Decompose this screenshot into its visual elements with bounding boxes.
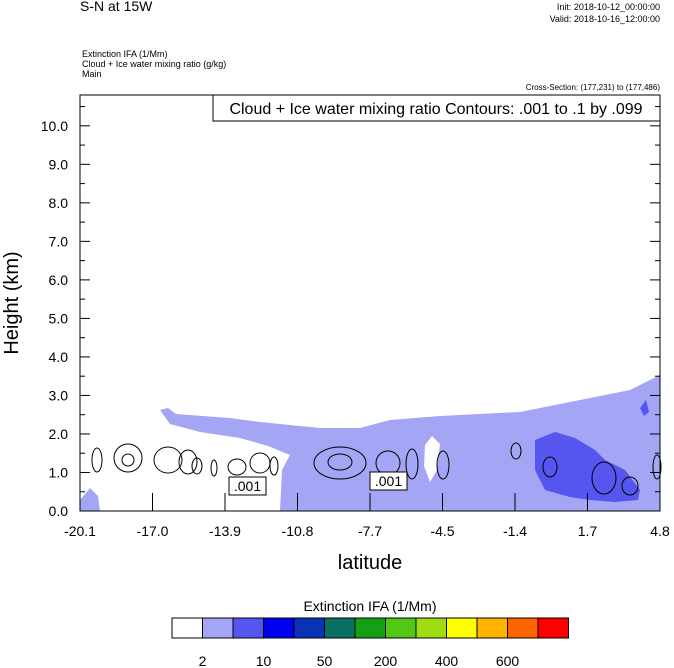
contour-info: Cloud + Ice water mixing ratio Contours:… [229,101,642,118]
contour [621,476,639,496]
x-tick-label: -13.9 [209,523,241,539]
colorbar-label: 10 [256,653,272,668]
colorbar-label: 50 [317,653,333,668]
contour [591,461,617,495]
x-tick-label: -7.7 [358,523,382,539]
extinction-region-medium [535,432,640,502]
colorbar-swatch [446,617,478,639]
colorbar-swatch [507,617,539,639]
plot-title: S-N at 15W [80,0,153,14]
contour [327,453,353,471]
colorbar: 2 10 50 200 400 600 [171,617,569,668]
contour [405,448,419,480]
y-tick-label: 10.0 [41,118,68,134]
colorbar-swatch [171,617,203,639]
contour-label-box [369,471,408,491]
colorbar-swatch [354,617,386,639]
valid-time: Valid: 2018-10-16_12:00:00 [549,14,660,24]
colorbar-swatch [324,617,356,639]
contour [542,456,558,478]
colorbar-swatch [415,617,447,639]
y-tick-label: 0.0 [49,503,69,519]
colorbar-swatch [232,617,264,639]
contour-label-box [228,476,267,496]
colorbar-swatch [263,617,295,639]
contour [249,452,271,474]
contour [313,446,367,480]
contour-label: .001 [375,473,402,489]
y-tick-label: 2.0 [49,426,69,442]
colorbar-label: 200 [374,653,398,668]
contour-labels: .001 .001 [228,471,408,496]
y-tick-label: 6.0 [49,272,69,288]
y-tick-label: 1.0 [49,464,69,480]
contour [269,456,279,476]
contour [510,442,522,460]
contour [178,449,198,475]
x-tick-label: -1.4 [503,523,527,539]
contour [91,447,103,473]
colorbar-swatch [476,617,508,639]
extinction-patch [640,400,649,416]
colorbar-swatch [537,617,569,639]
contour [121,453,135,467]
y-tick-label: 4.0 [49,349,69,365]
contour [436,450,450,480]
contour [210,459,218,477]
contour [191,457,203,475]
y-tick-label: 9.0 [49,156,69,172]
x-tick-label: 4.8 [650,523,670,539]
x-tick-label: 1.7 [578,523,598,539]
x-axis-label: latitude [338,552,403,574]
colorbar-label: 400 [435,653,459,668]
y-axis-label: Height (km) [1,251,23,354]
colorbar-swatch [385,617,417,639]
x-tick-label: -4.5 [430,523,454,539]
colorbar-label: 600 [496,653,520,668]
contour-info-box [212,94,661,122]
y-tick-label: 3.0 [49,387,69,403]
x-tick-label: -10.8 [282,523,314,539]
field-extinction: Extinction IFA (1/Mm) [82,49,168,59]
extinction-shading [80,375,660,511]
field-mixing-ratio: Cloud + Ice water mixing ratio (g/kg) [82,59,227,69]
x-tick-label: -20.1 [64,523,96,539]
mixing-ratio-contours [91,442,662,496]
x-tick-label: -17.0 [137,523,169,539]
contour [227,458,247,476]
extinction-gap [424,436,440,482]
y-tick-label: 8.0 [49,195,69,211]
field-header: Extinction IFA (1/Mm) Cloud + Ice water … [82,49,226,79]
y-axis: 0.0 1.0 2.0 3.0 4.0 5.0 6.0 7.0 8.0 9.0 10.0 [41,106,660,519]
init-time: Init: 2018-10-12_00:00:00 [556,2,660,12]
colorbar-title: Extinction IFA (1/Mm) [303,598,436,614]
colorbar-label: 2 [199,653,207,668]
time-info: Init: 2018-10-12_00:00:00 Valid: 2018-10… [550,1,660,25]
cross-section-label: Cross-Section: (177,231) to (177,486) [525,83,660,92]
contour [652,454,662,480]
contour [153,446,183,474]
extinction-region-light [80,375,660,511]
field-main: Main [82,69,102,79]
contour-label: .001 [234,478,261,494]
y-tick-label: 5.0 [49,310,69,326]
y-tick-label: 7.0 [49,233,69,249]
x-axis: -20.1 -17.0 -13.9 -10.8 -7.7 -4.5 -1.4 1.7 4.8 [64,493,670,539]
contour [113,443,143,473]
colorbar-swatch [202,617,234,639]
colorbar-swatch [293,617,325,639]
